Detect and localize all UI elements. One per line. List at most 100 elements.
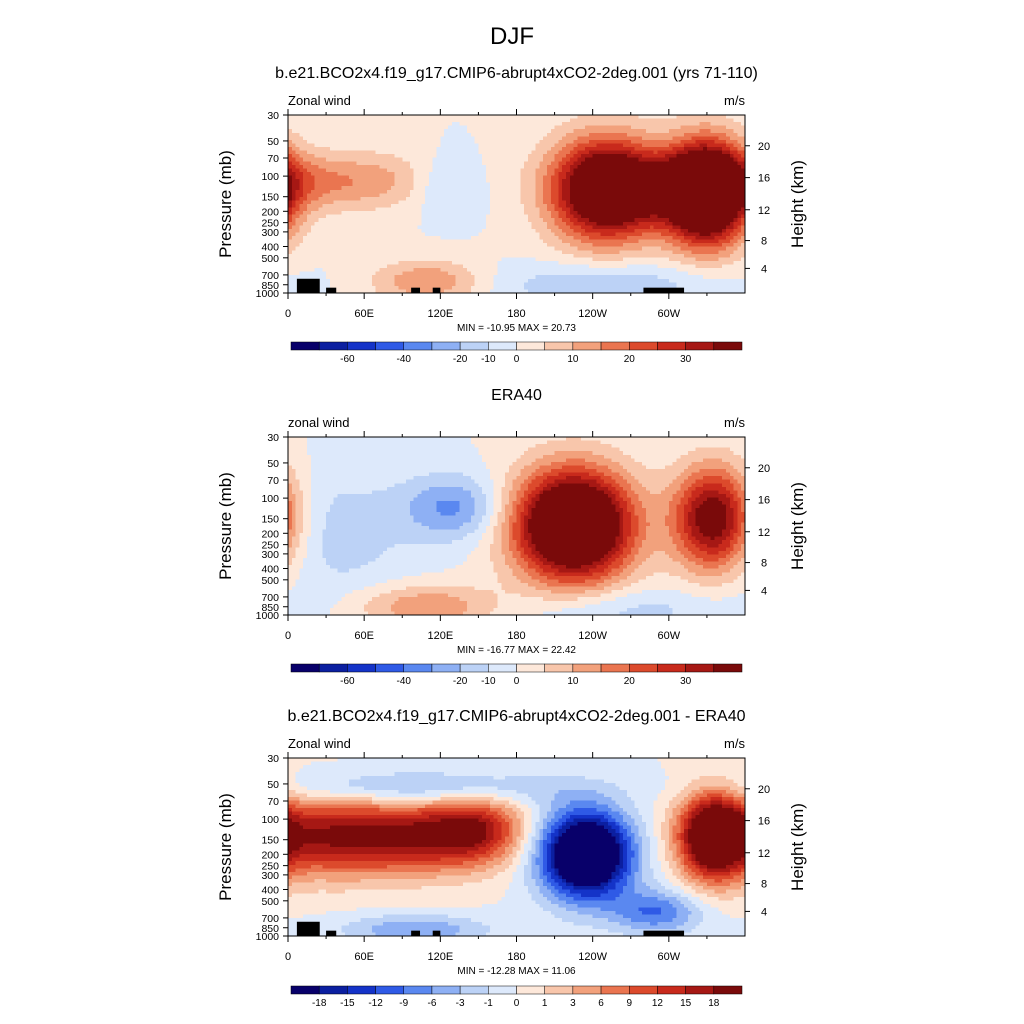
height-tick-label: 12 (758, 205, 770, 217)
y-tick-label: 50 (267, 458, 279, 470)
stats-label: MIN = -10.95 MAX = 20.73 (457, 323, 576, 334)
colorbar-swatch (290, 985, 320, 995)
stats-label: MIN = -16.77 MAX = 22.42 (457, 645, 576, 656)
colorbar-label: -3 (456, 998, 465, 1009)
colorbar-label: -40 (397, 354, 412, 365)
colorbar-label: -10 (481, 354, 496, 365)
y-tick-label: 500 (261, 896, 279, 908)
colorbar-label: 20 (624, 676, 636, 687)
colorbar-swatch (544, 985, 574, 995)
panel-2: ERA40 zonal wind m/s 0 60E 120E 180 120W 60W 30 50… (216, 387, 807, 687)
height-tick-label: 12 (758, 848, 770, 860)
colorbar-label: 9 (626, 998, 632, 1009)
y-tick-label: 150 (261, 514, 279, 526)
colorbar-swatch (290, 663, 320, 673)
y-tick-label: 850 (261, 923, 279, 935)
panel-3: b.e21.BCO2x4.f19_g17.CMIP6-abrupt4xCO2-2… (216, 708, 807, 1009)
colorbar-label: 12 (652, 998, 664, 1009)
y-tick-label: 400 (261, 563, 279, 575)
topography-mask (432, 930, 441, 936)
y-tick-label: 1000 (256, 610, 280, 622)
colorbar-swatch (431, 663, 461, 673)
field-label: Zonal wind (288, 93, 351, 108)
y-axis-label: Pressure (mb) (216, 150, 235, 258)
colorbar-label: -10 (481, 676, 496, 687)
colorbar-label: 1 (542, 998, 548, 1009)
topography-mask (643, 287, 685, 293)
y-tick-label: 200 (261, 206, 279, 218)
colorbar-swatch (431, 985, 461, 995)
x-tick-label: 120E (427, 951, 453, 963)
x-tick-label: 180 (507, 630, 525, 642)
topography-mask (411, 930, 421, 936)
y-tick-label: 100 (261, 171, 279, 183)
panels: b.e21.BCO2x4.f19_g17.CMIP6-abrupt4xCO2-2… (216, 65, 807, 1009)
colorbar-label: 0 (514, 676, 520, 687)
y-tick-label: 200 (261, 849, 279, 861)
stats-label: MIN = -12.28 MAX = 11.06 (457, 966, 576, 977)
colorbar-swatch (629, 341, 658, 351)
height-tick-label: 20 (758, 784, 770, 796)
y-tick-label: 500 (261, 253, 279, 265)
y-tick-label: 100 (261, 814, 279, 826)
colorbar-label: -18 (312, 998, 327, 1009)
colorbar-label: -20 (453, 354, 468, 365)
colorbar-label: 6 (598, 998, 604, 1009)
units-label: m/s (724, 93, 745, 108)
units-label: m/s (724, 736, 745, 751)
colorbar-label: 0 (514, 354, 520, 365)
colorbar-swatch (516, 663, 545, 673)
colorbar-swatch (347, 341, 376, 351)
y-tick-label: 400 (261, 241, 279, 253)
x-tick-label: 60W (658, 951, 681, 963)
height-tick-label: 20 (758, 463, 770, 475)
y-tick-label: 300 (261, 870, 279, 882)
x-tick-label: 0 (285, 308, 291, 320)
colorbar-swatch (600, 663, 630, 673)
y-tick-label: 1000 (256, 288, 280, 300)
colorbar-swatch (488, 985, 517, 995)
contour-field (288, 758, 746, 937)
colorbar-label: 30 (680, 354, 692, 365)
x-tick-label: 120E (427, 308, 453, 320)
colorbar-swatch (657, 663, 686, 673)
y-tick-label: 50 (267, 136, 279, 148)
colorbar-swatch (572, 663, 602, 673)
colorbar-swatch (403, 341, 433, 351)
y-tick-label: 250 (261, 861, 279, 873)
height-tick-label: 8 (761, 879, 767, 891)
panel-title: b.e21.BCO2x4.f19_g17.CMIP6-abrupt4xCO2-2… (287, 708, 745, 725)
colorbar-swatch (629, 663, 658, 673)
colorbar-swatch (685, 341, 715, 351)
colorbar-swatch (347, 985, 376, 995)
colorbar-swatch (657, 341, 686, 351)
y-tick-label: 700 (261, 913, 279, 925)
height-axis-label: Height (km) (788, 160, 807, 248)
colorbar-swatch (375, 663, 404, 673)
height-axis-label: Height (km) (788, 482, 807, 570)
colorbar-label: -60 (340, 676, 355, 687)
height-tick-label: 8 (761, 558, 767, 570)
colorbar-swatch (516, 985, 545, 995)
colorbar-swatch (347, 663, 376, 673)
y-tick-label: 850 (261, 602, 279, 614)
colorbar-swatch (318, 663, 348, 673)
y-tick-label: 30 (267, 753, 279, 765)
field-label: zonal wind (288, 415, 349, 430)
y-tick-label: 1000 (256, 931, 280, 943)
colorbar-swatch (318, 341, 348, 351)
contour-field (288, 437, 746, 616)
y-tick-label: 700 (261, 592, 279, 604)
y-tick-label: 850 (261, 280, 279, 292)
x-tick-label: 0 (285, 951, 291, 963)
colorbar-label: -20 (453, 676, 468, 687)
topography-mask (326, 287, 337, 293)
y-tick-label: 500 (261, 575, 279, 587)
x-tick-label: 120W (578, 951, 607, 963)
topography-mask (411, 287, 421, 293)
height-tick-label: 20 (758, 141, 770, 153)
topography-mask (643, 930, 685, 936)
y-tick-label: 30 (267, 110, 279, 122)
colorbar-swatch (459, 985, 489, 995)
